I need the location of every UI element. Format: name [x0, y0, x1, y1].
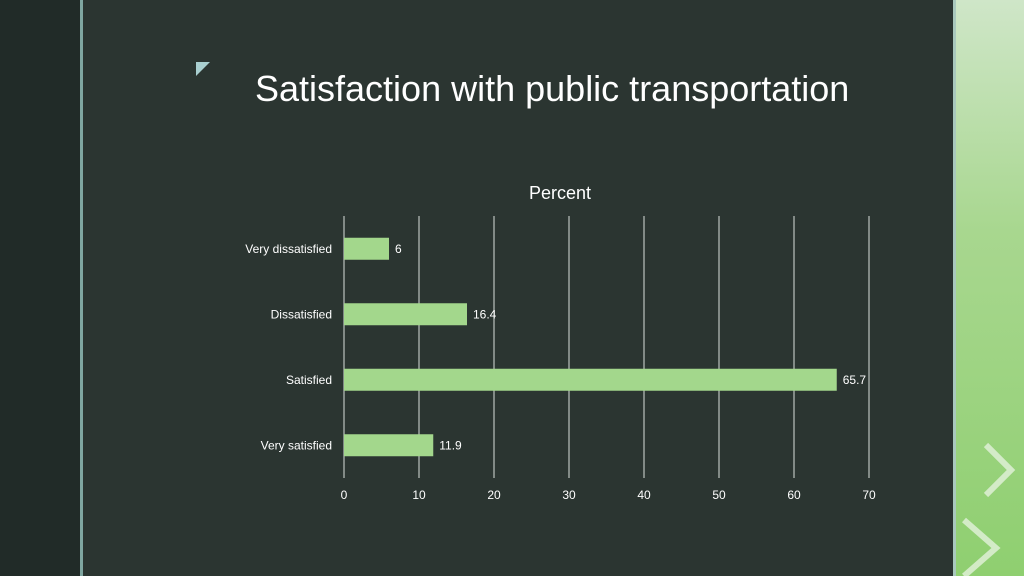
- left-sidebar-band: [0, 0, 80, 576]
- x-tick-label: 20: [487, 488, 501, 502]
- data-label: 6: [395, 242, 402, 256]
- x-tick-label: 0: [341, 488, 348, 502]
- left-accent-line: [80, 0, 83, 576]
- category-label: Very dissatisfied: [245, 242, 332, 256]
- bar: [344, 237, 389, 260]
- chevron-pattern-icon: [962, 442, 1016, 576]
- x-tick-label: 70: [862, 488, 876, 502]
- category-label: Dissatisfied: [271, 307, 332, 321]
- data-label: 11.9: [439, 438, 462, 452]
- x-tick-label: 50: [712, 488, 726, 502]
- bar: [344, 303, 467, 326]
- data-label: 16.4: [473, 307, 497, 321]
- data-label: 65.7: [843, 373, 867, 387]
- right-accent-line: [953, 0, 956, 576]
- x-tick-label: 60: [787, 488, 801, 502]
- x-tick-label: 40: [637, 488, 651, 502]
- category-label: Very satisfied: [261, 438, 332, 452]
- x-tick-label: 30: [562, 488, 576, 502]
- bar: [344, 368, 837, 391]
- x-tick-label: 10: [412, 488, 426, 502]
- bar: [344, 434, 434, 457]
- chart-title: Percent: [529, 183, 591, 203]
- category-label: Satisfied: [286, 373, 332, 387]
- slide-title: Satisfaction with public transportation: [255, 68, 850, 109]
- triangle-corner-icon: [196, 62, 210, 76]
- right-decorative-panel: [956, 0, 1024, 576]
